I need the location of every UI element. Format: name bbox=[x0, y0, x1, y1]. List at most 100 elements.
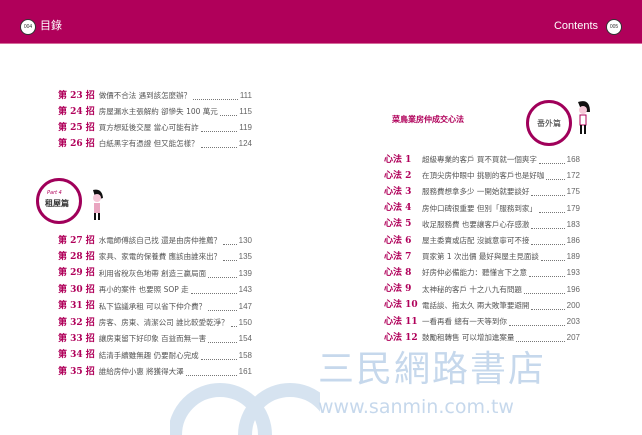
toc-entry[interactable]: 心法 2 在頂尖房仲眼中 挑剔的客戶也是好咖 172 bbox=[384, 169, 580, 183]
toc-entry[interactable]: 第 35 招誰給房仲小惠 將獲得大澤 161 bbox=[58, 365, 252, 379]
toc-entry[interactable]: 心法 7 買家第 1 次出價 最好與屋主見面談 189 bbox=[384, 250, 580, 264]
left-page-number: 004 bbox=[20, 19, 36, 35]
toc-entry[interactable]: 心法 10 電話談、拖太久 兩大敗筆要避開 200 bbox=[384, 299, 580, 313]
entry-page: 189 bbox=[566, 252, 580, 262]
toc-entry[interactable]: 心法 9 太神秘的客戶 十之八九有問題 196 bbox=[384, 283, 580, 297]
entry-label: 第 26 招 bbox=[58, 138, 95, 149]
extra-badge-title: 番外篇 bbox=[537, 119, 561, 128]
entry-title: 好房仲必備能力：聽懂言下之意 bbox=[422, 268, 527, 278]
right-page-number: 005 bbox=[606, 19, 622, 35]
right-page-title: Contents bbox=[553, 20, 598, 32]
leader-dots bbox=[531, 302, 565, 310]
entry-page: 154 bbox=[238, 334, 252, 344]
toc-entry[interactable]: 第 26 招白紙黑字有憑證 但又能怎樣？ 124 bbox=[58, 137, 252, 151]
entry-title: 房客、房東、清潔公司 誰比較愛乾淨？ bbox=[98, 318, 229, 327]
entry-label: 第 31 招 bbox=[58, 301, 95, 312]
entry-title: 買家第 1 次出價 最好與屋主見面談 bbox=[422, 252, 539, 262]
leader-dots bbox=[529, 269, 565, 278]
entry-title: 房屋漏水主張解約 卻慘失 100 萬元 bbox=[98, 107, 218, 116]
toc-entry[interactable]: 第 29 招利用省稅灰色地帶 創造三贏局面 139 bbox=[58, 267, 252, 281]
entry-page: 158 bbox=[238, 350, 252, 360]
leader-dots bbox=[185, 368, 237, 377]
toc-entry[interactable]: 心法 5 收足服務費 也要讓客戶心存感激 183 bbox=[384, 218, 580, 232]
entry-label: 第 34 招 bbox=[58, 350, 95, 361]
entry-title: 電話談、拖太久 兩大敗筆要避開 bbox=[422, 300, 530, 310]
leader-dots bbox=[230, 319, 237, 327]
entry-title: 超級專業的客戶 買不買就一個爽字 bbox=[422, 155, 537, 164]
entry-label: 心法 12 bbox=[384, 332, 418, 343]
entry-page: 207 bbox=[566, 333, 580, 343]
entry-title: 白紙黑字有憑證 但又能怎樣？ bbox=[98, 139, 199, 148]
entry-title: 家具、家電的保養費 應該由誰來出？ bbox=[98, 252, 222, 262]
part-badge: Part 4 租屋篇 bbox=[36, 178, 82, 224]
leader-dots bbox=[531, 237, 565, 245]
entry-page: 119 bbox=[239, 123, 252, 132]
toc-entry[interactable]: 心法 1 超級專業的客戶 買不買就一個爽字 168 bbox=[384, 153, 580, 167]
extra-badge: 番外篇 bbox=[526, 100, 572, 146]
entry-label: 第 29 招 bbox=[58, 268, 95, 279]
leader-dots bbox=[223, 253, 237, 262]
entry-title: 買方想延後交屋 當心可能有詐 bbox=[98, 123, 199, 132]
leader-dots bbox=[208, 270, 237, 278]
entry-title: 太神秘的客戶 十之八九有問題 bbox=[422, 284, 522, 294]
leader-dots bbox=[200, 352, 237, 360]
toc-entry[interactable]: 心法 8 好房仲必備能力：聽懂言下之意 193 bbox=[384, 266, 580, 280]
entry-page: 124 bbox=[238, 139, 252, 148]
leader-dots bbox=[538, 205, 565, 213]
entry-page: 193 bbox=[566, 268, 580, 278]
toc-entry[interactable]: 第 27 招水電師傅該自己找 還是由房仲推薦？ 130 bbox=[58, 234, 252, 248]
toc-entry[interactable]: 第 24 招房屋漏水主張解約 卻慘失 100 萬元 115 bbox=[58, 105, 252, 119]
entry-page: 172 bbox=[566, 171, 580, 181]
entry-title: 利用省稅灰色地帶 創造三贏局面 bbox=[98, 268, 207, 278]
entry-title: 讓房東留下好印象 百益而無一害 bbox=[98, 334, 207, 344]
entry-page: 186 bbox=[566, 236, 580, 245]
entry-title: 收足服務費 也要讓客戶心存感激 bbox=[422, 219, 530, 229]
toc-entry[interactable]: 第 28 招家具、家電的保養費 應該由誰來出？ 135 bbox=[58, 250, 252, 264]
watermark-url: www.sanmin.com.tw bbox=[318, 396, 514, 418]
entry-label: 心法 8 bbox=[384, 267, 412, 278]
entry-page: 147 bbox=[238, 301, 252, 311]
toc-entry[interactable]: 第 30 招再小的案件 也要照 SOP 走 143 bbox=[58, 283, 252, 297]
toc-entry[interactable]: 第 25 招買方想延後交屋 當心可能有詐 119 bbox=[58, 121, 252, 135]
toc-entry[interactable]: 第 31 招私下協議承租 可以省下仲介費？ 147 bbox=[58, 300, 252, 314]
leader-dots bbox=[223, 237, 237, 245]
toc-entry[interactable]: 心法 4 房仲口碑很重要 但別「服務到家」 179 bbox=[384, 202, 580, 216]
toc-entry[interactable]: 第 23 招做價不合法 遇到該怎麼辦？ 111 bbox=[58, 89, 252, 103]
leader-dots bbox=[193, 92, 238, 100]
entry-label: 心法 11 bbox=[384, 316, 418, 327]
entry-title: 房仲口碑很重要 但別「服務到家」 bbox=[422, 203, 537, 213]
character-illustration-icon bbox=[578, 101, 590, 134]
entry-label: 第 25 招 bbox=[58, 122, 95, 133]
toc-entry[interactable]: 心法 3 服務費想拿多少 一開始就要談好 175 bbox=[384, 185, 580, 199]
entry-page: 135 bbox=[238, 252, 252, 262]
entry-title: 誰給房仲小惠 將獲得大澤 bbox=[98, 367, 184, 377]
toc-entry[interactable]: 心法 12 鼓勵租轉售 可以增加進案量 207 bbox=[384, 331, 580, 345]
entry-page: 115 bbox=[239, 107, 252, 116]
entry-label: 心法 6 bbox=[384, 235, 412, 246]
entry-title: 服務費想拿多少 一開始就要談好 bbox=[422, 187, 530, 197]
entry-label: 心法 5 bbox=[384, 219, 412, 230]
entry-page: 130 bbox=[238, 236, 252, 245]
leader-dots bbox=[208, 335, 237, 344]
entry-page: 111 bbox=[239, 91, 252, 100]
section-title: 菜鳥業房仲成交心法 bbox=[392, 115, 464, 124]
entry-title: 屋主委賣或店配 沒誠意寧可不接 bbox=[422, 236, 530, 245]
entry-title: 結清手續雖無趣 仍要耐心完成 bbox=[98, 350, 199, 360]
entry-label: 心法 7 bbox=[384, 251, 412, 262]
entry-title: 水電師傅該自己找 還是由房仲推薦？ bbox=[98, 236, 222, 245]
entry-label: 第 35 招 bbox=[58, 366, 95, 377]
entry-label: 心法 10 bbox=[384, 300, 418, 311]
entry-label: 第 28 招 bbox=[58, 251, 95, 262]
toc-entry[interactable]: 心法 6 屋主委賣或店配 沒誠意寧可不接 186 bbox=[384, 234, 580, 248]
entry-label: 心法 4 bbox=[384, 203, 412, 214]
toc-entry[interactable]: 心法 11 一看再看 總有一天等到你 203 bbox=[384, 315, 580, 329]
leader-dots bbox=[531, 221, 565, 229]
entry-label: 第 30 招 bbox=[58, 284, 95, 295]
toc-entry[interactable]: 第 34 招結清手續雖無趣 仍要耐心完成 158 bbox=[58, 349, 252, 363]
left-page-title: 目錄 bbox=[40, 20, 62, 32]
character-illustration-icon bbox=[93, 189, 103, 220]
toc-entry[interactable]: 第 33 招讓房東留下好印象 百益而無一害 154 bbox=[58, 332, 252, 346]
toc-entry[interactable]: 第 32 招房客、房東、清潔公司 誰比較愛乾淨？ 150 bbox=[58, 316, 252, 330]
entry-label: 第 27 招 bbox=[58, 235, 95, 246]
leader-dots bbox=[190, 286, 237, 295]
